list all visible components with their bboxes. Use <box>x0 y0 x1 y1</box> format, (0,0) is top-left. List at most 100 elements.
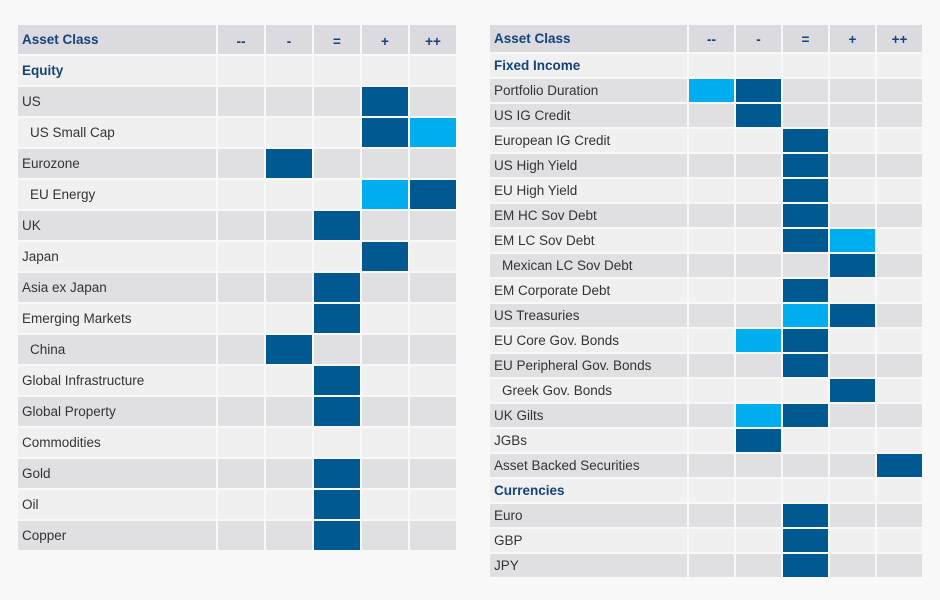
asset-label: EM LC Sov Debt <box>490 229 687 252</box>
empty-rating-cell <box>783 379 828 402</box>
section-label: Equity <box>18 56 216 85</box>
empty-rating-cell <box>689 504 734 527</box>
asset-label: Emerging Markets <box>18 304 216 333</box>
empty-rating-cell <box>783 454 828 477</box>
asset-label: EU High Yield <box>490 179 687 202</box>
empty-rating-cell <box>830 179 875 202</box>
empty-rating-cell <box>689 529 734 552</box>
empty-rating-cell <box>266 87 312 116</box>
empty-rating-cell <box>410 149 456 178</box>
empty-rating-cell <box>736 379 781 402</box>
table-header-row: Asset Class -- - = + ++ <box>18 25 456 54</box>
empty-rating-cell <box>830 79 875 102</box>
rating-column-header: - <box>736 25 781 52</box>
empty-rating-cell <box>783 479 828 502</box>
empty-rating-cell <box>877 129 922 152</box>
asset-label: Asia ex Japan <box>18 273 216 302</box>
empty-rating-cell <box>689 254 734 277</box>
empty-rating-cell <box>877 329 922 352</box>
empty-rating-cell <box>362 149 408 178</box>
dark-blue-rating-mark <box>783 354 828 377</box>
empty-rating-cell <box>830 129 875 152</box>
empty-rating-cell <box>877 529 922 552</box>
empty-rating-cell <box>266 211 312 240</box>
empty-rating-cell <box>830 154 875 177</box>
empty-rating-cell <box>218 490 264 519</box>
dark-blue-rating-mark <box>314 459 360 488</box>
empty-rating-cell <box>877 404 922 427</box>
rating-column-header: = <box>783 25 828 52</box>
asset-row: Oil <box>18 490 456 519</box>
dark-blue-rating-mark <box>783 154 828 177</box>
asset-row: Asia ex Japan <box>18 273 456 302</box>
empty-rating-cell <box>877 429 922 452</box>
empty-rating-cell <box>218 242 264 271</box>
asset-label: Eurozone <box>18 149 216 178</box>
empty-rating-cell <box>877 254 922 277</box>
dark-blue-rating-mark <box>783 204 828 227</box>
empty-rating-cell <box>877 54 922 77</box>
asset-label: US Treasuries <box>490 304 687 327</box>
empty-rating-cell <box>689 329 734 352</box>
empty-rating-cell <box>218 304 264 333</box>
equity-asset-class-table: Asset Class -- - = + ++ Equity US US Small Cap Eu… <box>16 23 458 552</box>
empty-rating-cell <box>218 87 264 116</box>
empty-rating-cell <box>362 521 408 550</box>
rating-column-header: + <box>362 25 408 54</box>
asset-row: Global Infrastructure <box>18 366 456 395</box>
empty-rating-cell <box>362 366 408 395</box>
fixed-income-asset-class-table: Asset Class -- - = + ++ Fixed Income Portfolio … <box>488 23 924 579</box>
empty-rating-cell <box>877 504 922 527</box>
empty-rating-cell <box>689 104 734 127</box>
asset-label: Global Infrastructure <box>18 366 216 395</box>
dark-blue-rating-mark <box>314 397 360 426</box>
asset-row: EM Corporate Debt <box>490 279 922 302</box>
empty-rating-cell <box>218 118 264 147</box>
empty-rating-cell <box>689 479 734 502</box>
light-blue-rating-mark <box>362 180 408 209</box>
asset-row: EU Peripheral Gov. Bonds <box>490 354 922 377</box>
empty-rating-cell <box>410 428 456 457</box>
empty-rating-cell <box>877 479 922 502</box>
empty-rating-cell <box>736 204 781 227</box>
empty-rating-cell <box>736 179 781 202</box>
dark-blue-rating-mark <box>736 104 781 127</box>
dark-blue-rating-mark <box>783 229 828 252</box>
empty-rating-cell <box>736 229 781 252</box>
empty-rating-cell <box>830 104 875 127</box>
empty-rating-cell <box>830 504 875 527</box>
empty-rating-cell <box>314 118 360 147</box>
dark-blue-rating-mark <box>362 242 408 271</box>
empty-rating-cell <box>410 366 456 395</box>
asset-label: Commodities <box>18 428 216 457</box>
dark-blue-rating-mark <box>830 254 875 277</box>
asset-label: EU Energy <box>18 180 216 209</box>
empty-rating-cell <box>736 454 781 477</box>
asset-label: US Small Cap <box>18 118 216 147</box>
section-label: Fixed Income <box>490 54 687 77</box>
empty-rating-cell <box>689 129 734 152</box>
asset-row: Emerging Markets <box>18 304 456 333</box>
empty-rating-cell <box>266 180 312 209</box>
empty-rating-cell <box>830 479 875 502</box>
empty-rating-cell <box>266 490 312 519</box>
empty-rating-cell <box>362 273 408 302</box>
light-blue-rating-mark <box>783 304 828 327</box>
asset-row: US IG Credit <box>490 104 922 127</box>
empty-rating-cell <box>877 554 922 577</box>
empty-rating-cell <box>314 180 360 209</box>
empty-rating-cell <box>362 56 408 85</box>
asset-label: Gold <box>18 459 216 488</box>
section-label: Currencies <box>490 479 687 502</box>
empty-rating-cell <box>689 379 734 402</box>
dark-blue-rating-mark <box>362 118 408 147</box>
asset-row: Gold <box>18 459 456 488</box>
empty-rating-cell <box>410 304 456 333</box>
asset-row: UK <box>18 211 456 240</box>
asset-label: Oil <box>18 490 216 519</box>
asset-row: EM LC Sov Debt <box>490 229 922 252</box>
rating-column-header: ++ <box>410 25 456 54</box>
empty-rating-cell <box>218 335 264 364</box>
dark-blue-rating-mark <box>783 404 828 427</box>
rating-column-header: -- <box>689 25 734 52</box>
